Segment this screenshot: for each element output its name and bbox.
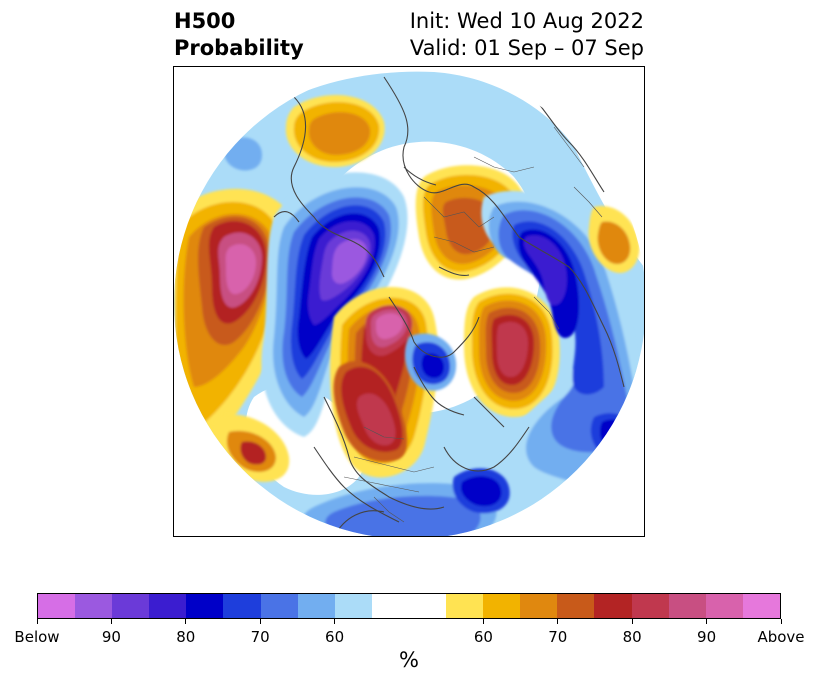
colorbar-segment — [446, 594, 484, 618]
colorbar-segment — [149, 594, 187, 618]
colorbar-tick-label: 60 — [473, 628, 493, 646]
polar-map-svg — [174, 67, 644, 536]
colorbar-tick-mark — [482, 619, 484, 624]
colorbar-segment — [297, 594, 335, 618]
colorbar-tick-label: Below — [14, 628, 60, 646]
political-borders — [343, 126, 603, 523]
colorbar-tick-label: 60 — [325, 628, 345, 646]
colorbar-tick-label: 70 — [548, 628, 568, 646]
colorbar-tick-label: 80 — [622, 628, 642, 646]
colorbar-segment — [668, 594, 706, 618]
colorbar-segment — [223, 594, 261, 618]
colorbar-segment — [75, 594, 113, 618]
colorbar-segment — [334, 594, 372, 618]
colorbar-tick-mark — [259, 619, 261, 624]
colorbar-segment — [742, 594, 780, 618]
colorbar-tick-mark — [706, 619, 708, 624]
colorbar-tick-label: 80 — [176, 628, 196, 646]
siberia-below-anomaly — [261, 172, 408, 437]
colorbar-segment — [705, 594, 743, 618]
atlantic-below-anomaly — [303, 468, 510, 536]
colorbar-tick-mark — [185, 619, 187, 624]
colorbar-tick-mark — [631, 619, 633, 624]
eastern-europe-above-anomaly — [285, 95, 385, 167]
colorbar-segment — [483, 594, 521, 618]
colorbar-tick-label: 70 — [250, 628, 270, 646]
colorbar-segment — [520, 594, 558, 618]
colorbar-segment — [186, 594, 224, 618]
colorbar-segment — [112, 594, 150, 618]
colorbar-tick-mark — [110, 619, 112, 624]
chart-dates: Init: Wed 10 Aug 2022 Valid: 01 Sep – 07… — [410, 8, 644, 62]
colorbar-segment — [260, 594, 298, 618]
colorbar-segment — [631, 594, 669, 618]
colorbar-tick-mark — [557, 619, 559, 624]
colorbar-tick-label: 90 — [697, 628, 717, 646]
north-pacific-below-anomaly — [224, 137, 640, 273]
colorbar-segment — [408, 594, 447, 618]
north-atlantic-above-anomaly — [464, 287, 560, 417]
probability-map — [173, 66, 645, 537]
colorbar-segment — [594, 594, 632, 618]
hudson-bay-below-anomaly — [404, 333, 457, 391]
colorbar-tick-label: Above — [757, 628, 805, 646]
colorbar-tick-label: 90 — [101, 628, 121, 646]
colorbar-unit-label: % — [399, 648, 419, 672]
colorbar-segment — [38, 594, 76, 618]
colorbar-tick-mark — [36, 619, 38, 624]
valid-period: Valid: 01 Sep – 07 Sep — [409, 36, 644, 60]
colorbar-tick-mark — [334, 619, 336, 624]
colorbar-segment — [371, 594, 409, 618]
colorbar-segment — [557, 594, 595, 618]
init-date: Init: Wed 10 Aug 2022 — [409, 9, 644, 33]
chart-title: H500 Probability — [174, 8, 304, 62]
colorbar-tick-mark — [780, 619, 782, 624]
title-variable: H500 — [174, 9, 236, 33]
pacific-above-anomaly — [174, 188, 293, 467]
colorbar — [37, 593, 781, 619]
title-type: Probability — [174, 36, 304, 60]
western-us-above-anomaly — [333, 361, 408, 462]
